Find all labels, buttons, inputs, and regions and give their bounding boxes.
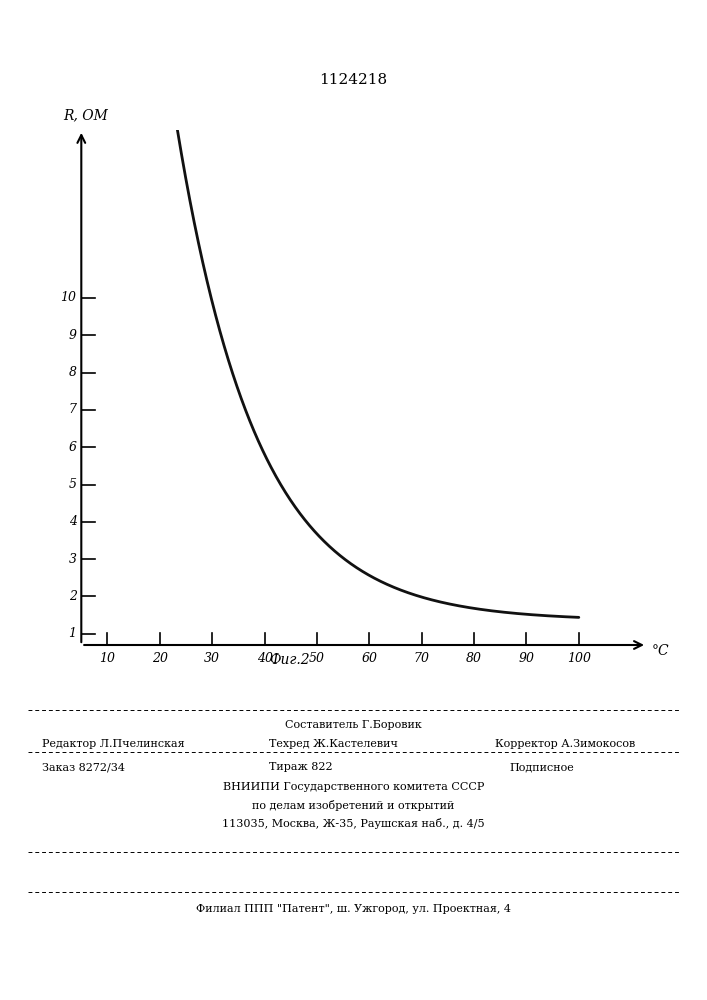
Text: °C: °C <box>652 644 670 658</box>
Text: 10: 10 <box>61 291 76 304</box>
Text: 9: 9 <box>69 329 76 342</box>
Text: 6: 6 <box>69 441 76 454</box>
Text: 1124218: 1124218 <box>320 73 387 87</box>
Text: Корректор А.Зимокосов: Корректор А.Зимокосов <box>495 739 635 749</box>
Text: Подписное: Подписное <box>509 762 574 772</box>
Text: 3: 3 <box>69 553 76 566</box>
Text: 5: 5 <box>69 478 76 491</box>
Text: Техред Ж.Кастелевич: Техред Ж.Кастелевич <box>269 739 397 749</box>
Text: 60: 60 <box>361 652 378 665</box>
Text: Составитель Г.Боровик: Составитель Г.Боровик <box>285 720 422 730</box>
Text: 10: 10 <box>100 652 115 665</box>
Text: Заказ 8272/34: Заказ 8272/34 <box>42 762 125 772</box>
Text: 1: 1 <box>69 627 76 640</box>
Text: 80: 80 <box>466 652 482 665</box>
Text: по делам изобретений и открытий: по делам изобретений и открытий <box>252 800 455 811</box>
Text: 8: 8 <box>69 366 76 379</box>
Text: 2: 2 <box>69 590 76 603</box>
Text: 50: 50 <box>309 652 325 665</box>
Text: Фиг.2: Фиг.2 <box>269 653 310 667</box>
Text: Филиал ППП "Патент", ш. Ужгород, ул. Проектная, 4: Филиал ППП "Патент", ш. Ужгород, ул. Про… <box>196 904 511 914</box>
Text: 4: 4 <box>69 515 76 528</box>
Text: 40: 40 <box>257 652 273 665</box>
Text: 90: 90 <box>518 652 534 665</box>
Text: 113035, Москва, Ж-35, Раушская наб., д. 4/5: 113035, Москва, Ж-35, Раушская наб., д. … <box>222 818 485 829</box>
Text: R, ОМ: R, ОМ <box>63 109 108 123</box>
Text: Тираж 822: Тираж 822 <box>269 762 332 772</box>
Text: Редактор Л.Пчелинская: Редактор Л.Пчелинская <box>42 739 185 749</box>
Text: 70: 70 <box>414 652 430 665</box>
Text: 100: 100 <box>567 652 591 665</box>
Text: 7: 7 <box>69 403 76 416</box>
Text: ВНИИПИ Государственного комитета СССР: ВНИИПИ Государственного комитета СССР <box>223 782 484 792</box>
Text: 30: 30 <box>204 652 221 665</box>
Text: 20: 20 <box>152 652 168 665</box>
